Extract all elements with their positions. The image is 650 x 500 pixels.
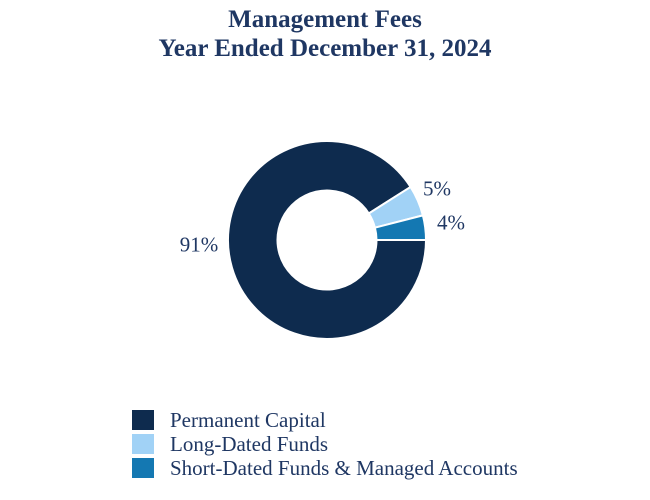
donut-svg — [227, 140, 427, 340]
legend-item-short-dated-funds: Short-Dated Funds & Managed Accounts — [132, 456, 518, 480]
legend-label-permanent-capital: Permanent Capital — [170, 408, 326, 432]
slice-label-permanent-capital: 91% — [179, 232, 219, 257]
donut-slice-0 — [227, 140, 427, 340]
legend-swatch-permanent-capital — [132, 410, 154, 430]
slice-label-short-dated-funds: 4% — [437, 210, 465, 235]
legend-item-permanent-capital: Permanent Capital — [132, 408, 518, 432]
legend: Permanent Capital Long-Dated Funds Short… — [132, 408, 518, 480]
legend-item-long-dated-funds: Long-Dated Funds — [132, 432, 518, 456]
chart-title-line1: Management Fees — [228, 6, 422, 33]
legend-label-long-dated-funds: Long-Dated Funds — [170, 432, 329, 456]
donut-chart — [218, 131, 436, 349]
legend-label-short-dated-funds: Short-Dated Funds & Managed Accounts — [170, 456, 518, 480]
chart-title: Management Fees Year Ended December 31, … — [0, 5, 650, 63]
donut-slice-2 — [373, 214, 427, 241]
legend-swatch-short-dated-funds — [132, 458, 154, 478]
chart-title-line2: Year Ended December 31, 2024 — [158, 35, 492, 62]
legend-swatch-long-dated-funds — [132, 434, 154, 454]
slice-label-long-dated-funds: 5% — [423, 176, 451, 201]
